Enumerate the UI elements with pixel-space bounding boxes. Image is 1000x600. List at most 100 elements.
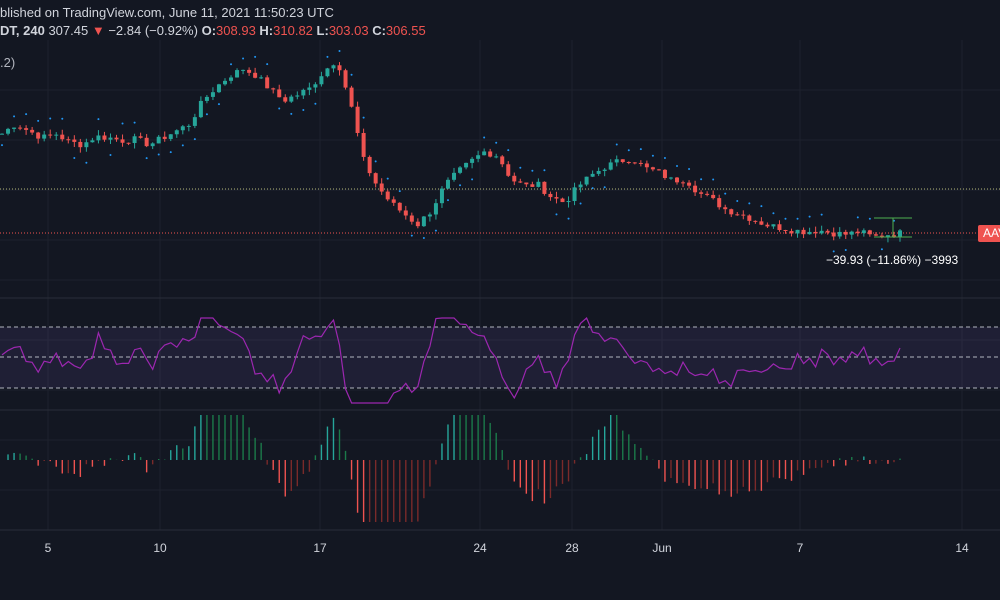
candle-down (879, 235, 884, 237)
candle-down (114, 137, 119, 140)
candle-down (36, 132, 41, 139)
candle-up (590, 173, 595, 177)
sar-dot (362, 116, 365, 119)
candle-down (367, 156, 372, 174)
candle-down (765, 224, 770, 227)
candle-up (42, 134, 47, 139)
candle-up (427, 214, 432, 217)
ohlc-legend: DT, 240 307.45 ▼ −2.84 (−0.92%) O:308.93… (0, 23, 426, 39)
sar-dot (676, 164, 679, 167)
candle-up (861, 230, 866, 234)
candle-down (385, 191, 390, 200)
sar-dot (880, 248, 883, 251)
xaxis-tick-label: Jun (652, 541, 672, 555)
candle-up (289, 96, 294, 102)
candle-down (120, 139, 125, 143)
candle-down (681, 182, 686, 184)
sar-dot (446, 199, 449, 202)
candle-down (801, 229, 806, 235)
sar-dot (543, 169, 546, 172)
candle-up (108, 137, 113, 140)
rsi-line (1, 316, 901, 404)
sar-dot (531, 169, 534, 172)
candle-down (735, 214, 740, 216)
sar-dot (121, 122, 124, 125)
published-header: blished on TradingView.com, June 11, 202… (0, 5, 334, 20)
candle-down (24, 128, 29, 130)
candle-down (397, 202, 402, 211)
sar-dot (374, 160, 377, 163)
sar-dot (386, 177, 389, 180)
candle-up (216, 84, 221, 93)
measure-result: −39.93 (−11.86%) −3993 (826, 253, 959, 267)
candle-up (602, 169, 607, 171)
sar-dot (712, 178, 715, 181)
candle-down (530, 184, 535, 187)
candle-down (699, 192, 704, 194)
candle-up (885, 235, 890, 237)
sar-dot (603, 186, 606, 189)
sar-dot (350, 73, 353, 76)
sar-dot (290, 112, 293, 115)
low-value: 303.03 (328, 23, 369, 38)
candle-up (494, 156, 499, 158)
sar-dot (627, 149, 630, 152)
candle-down (126, 142, 131, 144)
candle-down (162, 136, 167, 139)
sar-dot (639, 148, 642, 151)
candle-down (488, 151, 493, 157)
sar-dot (217, 103, 220, 106)
candle-down (620, 159, 625, 162)
candle-up (186, 125, 191, 127)
candle-up (421, 216, 426, 227)
sar-dot (25, 113, 28, 116)
candle-up (90, 140, 95, 143)
sar-dot (808, 215, 811, 218)
candle-down (66, 139, 71, 141)
candle-up (837, 231, 842, 237)
candle-down (729, 209, 734, 215)
candle-down (518, 181, 523, 183)
candle-down (403, 210, 408, 216)
sar-dot (615, 143, 618, 146)
candle-down (271, 88, 276, 90)
sar-dot (748, 202, 751, 205)
down-arrow-icon: ▼ (91, 23, 105, 38)
sar-dot (193, 138, 196, 141)
candle-down (638, 162, 643, 164)
candle-down (18, 127, 23, 129)
candle-up (476, 155, 481, 159)
candle-up (0, 133, 4, 135)
candle-up (325, 68, 330, 77)
sar-dot (205, 113, 208, 116)
sar-dot (736, 199, 739, 202)
candle-down (554, 197, 559, 199)
candle-down (759, 221, 764, 225)
candle-up (445, 179, 450, 189)
last-price-tag: AAVE (978, 225, 1000, 242)
sar-dot (266, 63, 269, 66)
candle-down (542, 181, 547, 194)
candle-up (198, 100, 203, 118)
sar-dot (579, 202, 582, 205)
candle-down (548, 193, 553, 198)
candle-down (777, 224, 782, 231)
sar-dot (157, 153, 160, 156)
sar-dot (796, 217, 799, 220)
price-change: −2.84 (−0.92%) (108, 23, 198, 38)
candle-up (319, 76, 324, 85)
candle-up (458, 167, 463, 173)
sar-dot (868, 217, 871, 220)
candle-down (693, 185, 698, 193)
candle-down (789, 231, 794, 234)
xaxis-tick-label: 28 (565, 541, 579, 555)
close-value: 306.55 (385, 23, 426, 38)
xaxis-tick-label: 24 (473, 541, 487, 555)
candle-down (656, 169, 661, 171)
candle-up (222, 80, 227, 85)
candle-up (229, 77, 234, 81)
candle-up (235, 70, 240, 78)
candle-up (614, 159, 619, 163)
candle-up (259, 77, 264, 79)
